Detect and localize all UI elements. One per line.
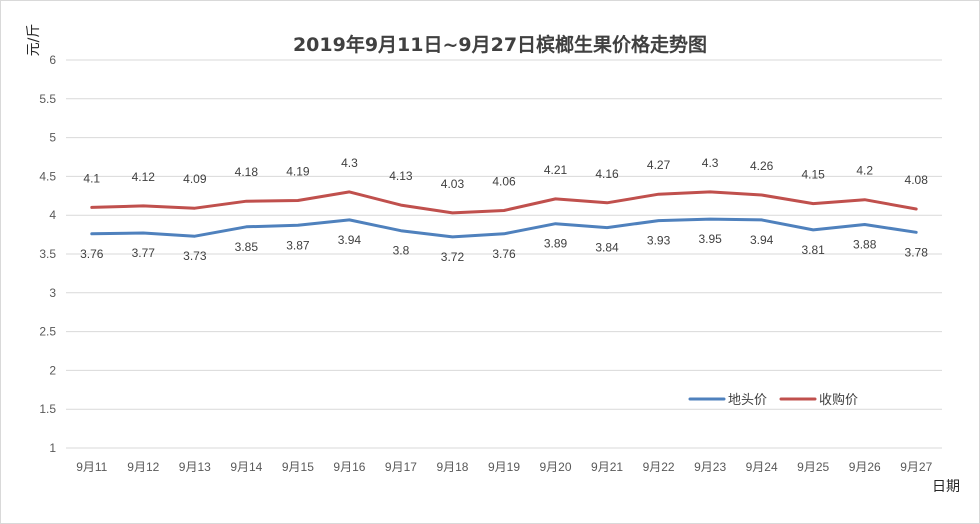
y-tick-label: 5.5: [39, 92, 56, 106]
data-label: 4.09: [183, 172, 207, 186]
data-label: 4.15: [801, 168, 825, 182]
legend: 地头价 收购价: [688, 392, 858, 408]
y-axis-label: 元/斤: [26, 24, 42, 57]
data-label: 4.19: [286, 164, 310, 178]
data-label: 4.08: [905, 173, 929, 187]
chart-title: 2019年9月11日~9月27日槟榔生果价格走势图: [293, 33, 707, 56]
series-line-2: [90, 190, 918, 215]
x-axis-ticks: 9月11 9月12 9月13 9月14 9月15 9月16 9月17 9月18 9月19 9月20…: [76, 460, 932, 474]
x-tick-label: 9月23: [694, 460, 726, 474]
y-axis-ticks: 1 1.5 2 2.5 3 3.5 4 4.5 5 5.5 6: [39, 53, 56, 455]
x-tick-label: 9月18: [436, 460, 468, 474]
series-line-1: [90, 217, 918, 239]
x-axis-label: 日期: [932, 479, 960, 495]
data-label: 3.95: [698, 232, 722, 246]
data-label: 4.16: [595, 167, 619, 181]
x-tick-label: 9月19: [488, 460, 520, 474]
data-label: 3.76: [492, 247, 516, 261]
data-label: 4.06: [492, 175, 516, 189]
data-label: 3.94: [750, 233, 774, 247]
gridlines: [66, 59, 942, 449]
data-label: 3.84: [595, 241, 619, 255]
y-tick-label: 1.5: [39, 402, 56, 416]
data-label: 4.18: [235, 165, 259, 179]
data-label: 4.3: [702, 156, 719, 170]
y-tick-label: 6: [49, 53, 56, 67]
data-label: 3.88: [853, 238, 877, 252]
x-tick-label: 9月24: [746, 460, 778, 474]
y-tick-label: 2: [49, 363, 56, 377]
x-tick-label: 9月11: [76, 460, 107, 474]
y-tick-label: 2.5: [39, 325, 56, 339]
data-label: 3.78: [905, 245, 929, 259]
y-tick-label: 1: [49, 441, 56, 455]
y-tick-label: 3: [49, 286, 56, 300]
x-tick-label: 9月17: [385, 460, 417, 474]
x-tick-label: 9月26: [849, 460, 881, 474]
y-tick-label: 4.5: [39, 169, 56, 183]
data-label: 4.21: [544, 163, 568, 177]
data-label: 3.94: [338, 233, 362, 247]
series-group: [90, 190, 918, 239]
data-labels: 3.76 3.77 3.73 3.85 3.87 3.94 3.8 3.72 3.76 3.89 3…: [80, 156, 928, 264]
data-label: 4.27: [647, 158, 671, 172]
data-label: 3.77: [132, 246, 156, 260]
data-label: 4.2: [856, 164, 873, 178]
data-label: 3.81: [801, 243, 825, 257]
data-label: 3.72: [441, 250, 465, 264]
data-label: 3.85: [235, 240, 259, 254]
data-label: 4.1: [83, 171, 100, 185]
y-tick-label: 3.5: [39, 247, 56, 261]
data-label: 4.3: [341, 156, 358, 170]
data-label: 4.13: [389, 169, 413, 183]
data-label: 3.8: [393, 244, 410, 258]
legend-label-2: 收购价: [819, 392, 858, 408]
x-tick-label: 9月13: [179, 460, 211, 474]
data-label: 4.03: [441, 177, 465, 191]
y-tick-label: 5: [49, 131, 56, 145]
data-label: 3.93: [647, 234, 671, 248]
legend-label-1: 地头价: [728, 393, 767, 408]
data-label: 3.76: [80, 247, 104, 261]
x-tick-label: 9月21: [591, 460, 623, 474]
x-tick-label: 9月14: [230, 460, 262, 474]
x-tick-label: 9月25: [797, 460, 829, 474]
x-tick-label: 9月20: [540, 460, 572, 474]
x-tick-label: 9月12: [127, 460, 159, 474]
data-label: 4.26: [750, 159, 774, 173]
y-tick-label: 4: [49, 208, 56, 222]
x-tick-label: 9月16: [333, 460, 365, 474]
data-label: 3.73: [183, 249, 207, 263]
x-tick-label: 9月27: [900, 460, 932, 474]
data-label: 3.89: [544, 237, 568, 251]
x-tick-label: 9月22: [643, 460, 675, 474]
x-tick-label: 9月15: [282, 460, 314, 474]
data-label: 4.12: [132, 170, 156, 184]
data-label: 3.87: [286, 238, 310, 252]
